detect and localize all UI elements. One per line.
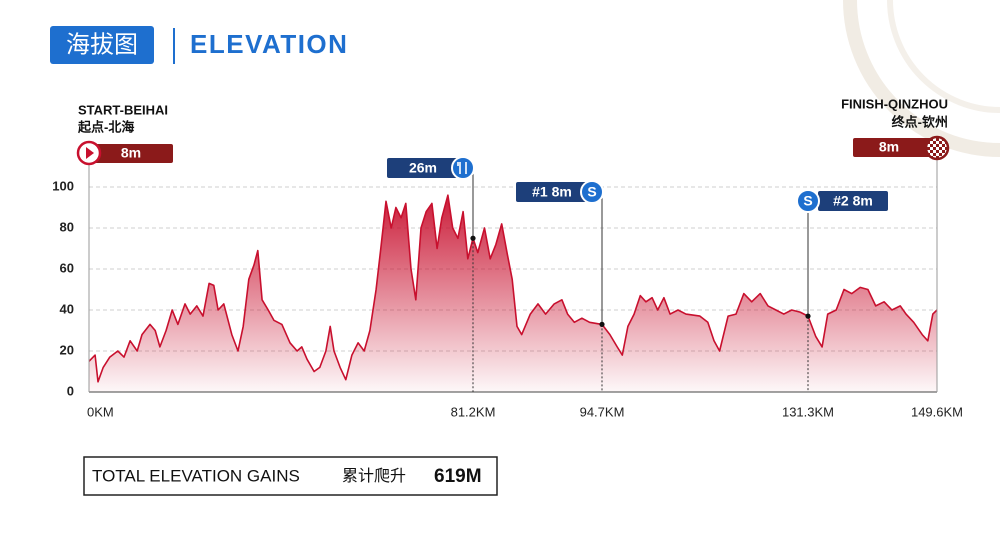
start-name: START-BEIHAI	[78, 102, 168, 117]
marker-badge	[387, 158, 459, 178]
finish-badge	[853, 138, 933, 157]
start-elevation: 8m	[121, 145, 141, 161]
finish-icon	[924, 135, 950, 161]
y-tick-label: 80	[60, 219, 74, 234]
marker-badge	[516, 182, 588, 202]
header-title-en: ELEVATION	[190, 29, 348, 59]
marker-icon	[580, 180, 604, 204]
y-tick-label: 60	[60, 260, 74, 275]
decoration	[887, 0, 1000, 113]
y-tick-label: 20	[60, 342, 74, 357]
marker-dot	[470, 235, 476, 241]
marker-icon-letter: S	[587, 184, 596, 200]
start-name-cn: 起点-北海	[77, 119, 134, 134]
marker-label: 26m	[409, 160, 437, 176]
marker-icon-letter: S	[803, 193, 812, 209]
marker-icon	[451, 156, 475, 180]
marker-label: #1 8m	[532, 184, 572, 200]
x-tick-label: 0KM	[87, 404, 114, 419]
marker-icon-cutlery	[457, 162, 467, 174]
summary-box	[83, 456, 498, 496]
marker-icon	[796, 189, 820, 213]
marker-dot	[805, 313, 811, 319]
marker-badge	[818, 191, 888, 211]
x-tick-label: 131.3KM	[782, 404, 834, 419]
y-tick-label: 40	[60, 301, 74, 316]
y-tick-label: 100	[52, 178, 74, 193]
summary-label: TOTAL ELEVATION GAINS	[92, 466, 300, 485]
elevation-line	[88, 194, 938, 383]
header-title-cn: 海拔图	[66, 31, 138, 58]
summary-label-cn: 累计爬升	[342, 467, 406, 485]
finish-name: FINISH-QINZHOU	[841, 96, 948, 111]
x-tick-label: 81.2KM	[451, 404, 496, 419]
x-tick-label: 149.6KM	[911, 404, 963, 419]
y-tick-label: 0	[67, 383, 74, 398]
start-badge	[93, 144, 173, 163]
marker-label: #2 8m	[833, 193, 873, 209]
x-tick-label: 94.7KM	[580, 404, 625, 419]
header-badge	[50, 26, 154, 64]
summary-value: 619M	[434, 466, 482, 487]
finish-name-cn: 终点-钦州	[892, 114, 948, 129]
marker-dot	[599, 321, 605, 327]
finish-elevation: 8m	[879, 139, 899, 155]
start-icon-play	[86, 147, 94, 159]
